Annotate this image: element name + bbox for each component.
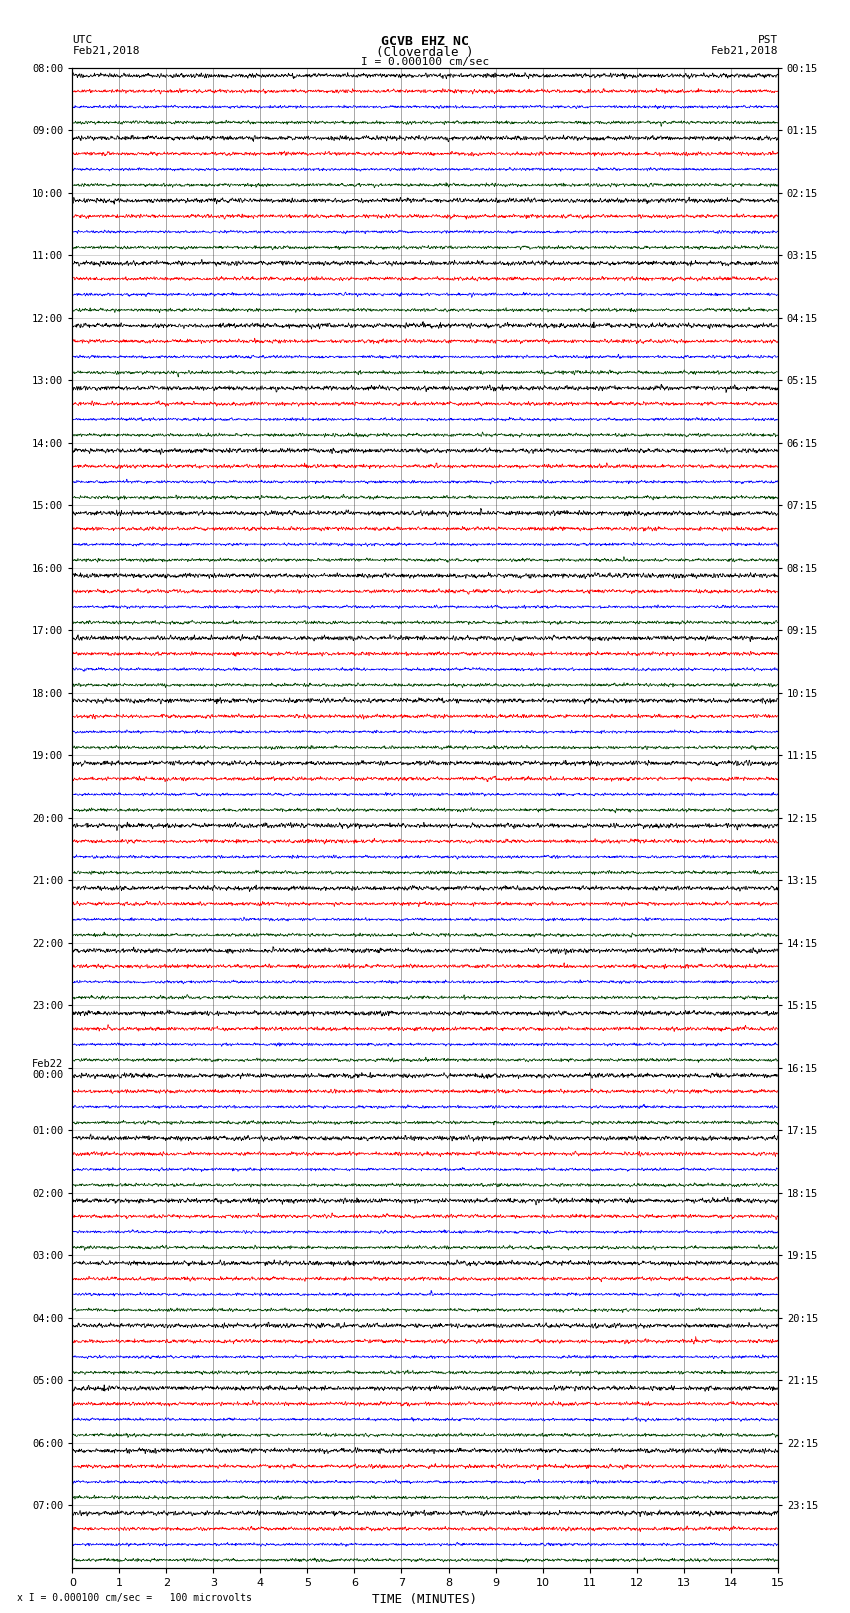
Text: GCVB EHZ NC: GCVB EHZ NC [381, 35, 469, 48]
Text: (Cloverdale ): (Cloverdale ) [377, 45, 473, 60]
Text: PST: PST [757, 35, 778, 45]
Text: UTC: UTC [72, 35, 93, 45]
Text: Feb21,2018: Feb21,2018 [72, 45, 139, 56]
Text: x I = 0.000100 cm/sec =   100 microvolts: x I = 0.000100 cm/sec = 100 microvolts [17, 1594, 252, 1603]
Text: I = 0.000100 cm/sec: I = 0.000100 cm/sec [361, 58, 489, 68]
Text: Feb21,2018: Feb21,2018 [711, 45, 778, 56]
X-axis label: TIME (MINUTES): TIME (MINUTES) [372, 1594, 478, 1607]
